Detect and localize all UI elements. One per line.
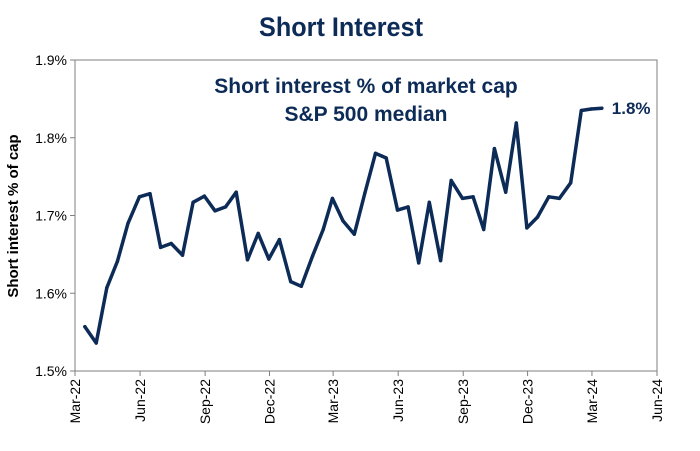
data-point bbox=[169, 241, 173, 246]
y-axis: 1.5% 1.6% 1.7% 1.8% 1.9% bbox=[35, 52, 75, 379]
data-point bbox=[482, 227, 486, 232]
data-point bbox=[180, 253, 185, 257]
data-point bbox=[557, 196, 562, 201]
data-point bbox=[158, 245, 163, 250]
data-point bbox=[449, 178, 453, 183]
data-point bbox=[589, 107, 593, 111]
y-tick-label: 1.6% bbox=[35, 285, 67, 301]
end-value-label: 1.8% bbox=[612, 99, 651, 118]
x-tick-label: Mar-23 bbox=[325, 379, 341, 424]
y-tick-label: 1.7% bbox=[35, 208, 67, 224]
data-point bbox=[223, 205, 228, 209]
series-line-short-interest bbox=[83, 106, 604, 345]
data-point bbox=[213, 209, 217, 213]
data-point bbox=[126, 221, 130, 225]
y-axis-label: Short interest % of cap bbox=[5, 134, 22, 297]
annotation-line-1: Short interest % of market cap bbox=[214, 75, 517, 98]
data-point bbox=[277, 237, 282, 242]
data-point bbox=[289, 279, 293, 284]
chart-title: Short Interest bbox=[259, 12, 423, 42]
data-point bbox=[310, 254, 315, 258]
data-point bbox=[191, 200, 195, 204]
x-tick-label: Sep-23 bbox=[455, 379, 471, 424]
data-point bbox=[417, 261, 421, 265]
x-tick-label: Jun-24 bbox=[649, 379, 665, 422]
y-tick-label: 1.5% bbox=[35, 363, 67, 379]
data-point bbox=[321, 227, 325, 232]
data-point bbox=[330, 196, 335, 201]
y-tick-label: 1.9% bbox=[35, 52, 67, 68]
x-tick-label: Dec-23 bbox=[520, 379, 536, 424]
data-point bbox=[471, 195, 475, 199]
data-point bbox=[492, 146, 497, 151]
data-point bbox=[137, 195, 142, 199]
x-tick-label: Jun-23 bbox=[390, 379, 406, 422]
data-point bbox=[341, 219, 345, 223]
data-point bbox=[267, 257, 271, 261]
data-point bbox=[373, 151, 378, 155]
data-point bbox=[406, 205, 410, 209]
data-point bbox=[105, 286, 109, 290]
x-tick-label: Sep-22 bbox=[197, 379, 213, 424]
data-point bbox=[525, 226, 529, 230]
data-point bbox=[256, 231, 260, 236]
data-point bbox=[504, 190, 508, 194]
x-tick-label: Mar-24 bbox=[584, 379, 600, 424]
data-point bbox=[234, 190, 238, 194]
data-point bbox=[245, 258, 250, 262]
data-point bbox=[579, 108, 583, 113]
data-point bbox=[83, 325, 87, 329]
data-point bbox=[438, 258, 443, 263]
data-point bbox=[535, 215, 540, 219]
data-point bbox=[115, 259, 120, 264]
x-tick-label: Jun-22 bbox=[132, 379, 148, 422]
data-point bbox=[514, 121, 518, 125]
data-point bbox=[547, 195, 551, 199]
data-point bbox=[363, 191, 367, 195]
data-point bbox=[427, 200, 431, 204]
series-points bbox=[83, 106, 604, 345]
y-tick-label: 1.8% bbox=[35, 130, 67, 146]
data-point bbox=[460, 196, 465, 201]
data-point bbox=[148, 192, 152, 196]
data-point bbox=[94, 341, 98, 345]
x-axis: Mar-22 Jun-22 Sep-22 Dec-22 Mar-23 Jun-23 Sep-… bbox=[67, 371, 665, 424]
x-tick-label: Dec-22 bbox=[261, 379, 277, 424]
data-point bbox=[202, 194, 207, 198]
data-point bbox=[299, 284, 303, 288]
data-point bbox=[569, 181, 573, 185]
data-point bbox=[352, 232, 356, 236]
data-point bbox=[600, 106, 604, 110]
data-point bbox=[395, 208, 400, 212]
x-tick-label: Mar-22 bbox=[67, 379, 83, 424]
data-point bbox=[384, 156, 388, 160]
annotation-line-2: S&P 500 median bbox=[284, 103, 447, 126]
